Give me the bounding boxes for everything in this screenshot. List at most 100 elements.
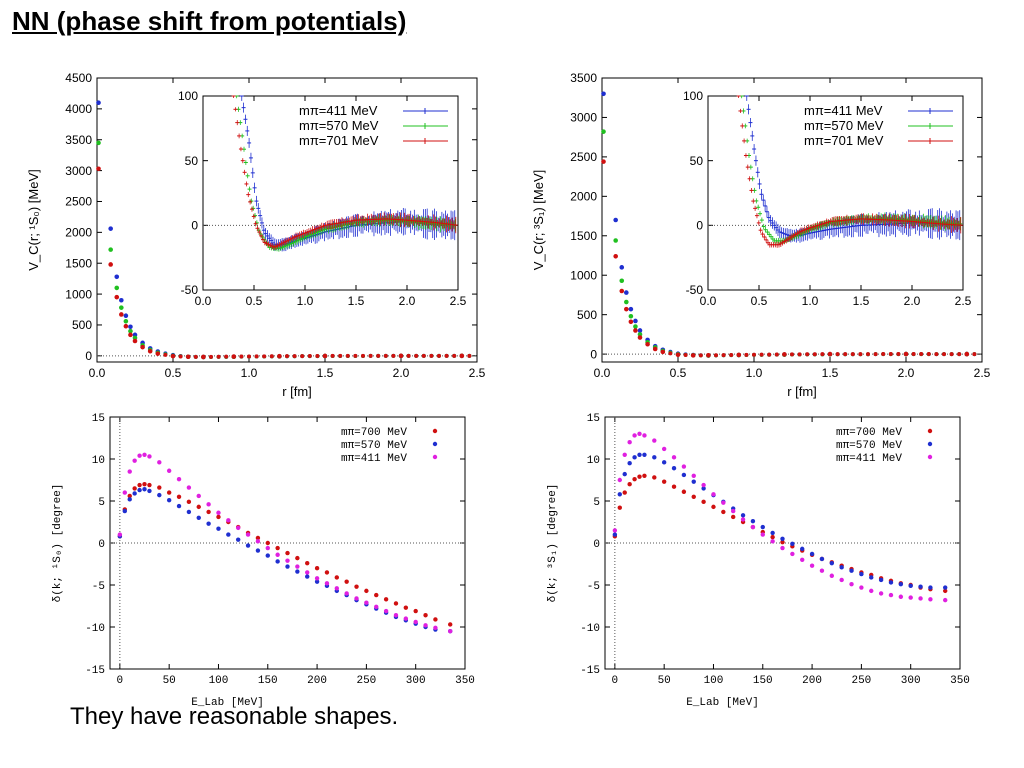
- data-point: [774, 352, 779, 357]
- data-point: [888, 352, 893, 357]
- data-point: [354, 596, 359, 601]
- main-y-tick-label: 500: [72, 318, 92, 332]
- data-point: [399, 353, 403, 358]
- legend-label: mπ=411 MeV: [341, 453, 407, 465]
- data-point: [155, 351, 161, 356]
- data-point: [295, 569, 300, 574]
- data-point: [780, 545, 785, 551]
- data-point: [908, 595, 913, 600]
- data-point: [178, 354, 183, 359]
- data-point: [467, 353, 472, 358]
- data-point: [176, 503, 182, 509]
- phase-x-tick-label: 150: [753, 675, 773, 687]
- data-point: [698, 353, 703, 358]
- legend-label: mπ=701 MeV: [804, 133, 884, 148]
- data-point: [423, 613, 428, 618]
- data-point: [711, 492, 716, 497]
- data-point: [196, 515, 201, 520]
- data-point: [780, 536, 785, 541]
- data-point: [671, 484, 677, 489]
- data-point: [314, 579, 320, 584]
- inset-x-tick-label: 2.0: [904, 294, 921, 308]
- main-frame: [96, 77, 478, 363]
- data-point: [157, 485, 162, 490]
- data-point: [919, 352, 924, 357]
- data-point: [275, 545, 280, 551]
- data-point: [137, 453, 142, 458]
- data-point: [918, 596, 923, 601]
- data-point: [642, 433, 647, 438]
- slide-title: NN (phase shift from potentials): [12, 6, 407, 36]
- data-point: [127, 493, 132, 499]
- data-point: [123, 313, 129, 318]
- data-point: [661, 460, 667, 465]
- phase-y-tick-label: -10: [580, 623, 600, 635]
- data-point: [163, 352, 168, 357]
- data-point: [108, 226, 113, 231]
- data-point: [622, 490, 627, 495]
- inset-y-tick-label: -50: [181, 283, 199, 297]
- data-point: [119, 312, 124, 317]
- data-point: [800, 557, 805, 562]
- inset-frame: [707, 95, 964, 291]
- main-y-tick-label: 3500: [65, 133, 92, 147]
- data-point: [277, 354, 282, 359]
- data-point: [828, 352, 832, 357]
- data-point: [627, 482, 632, 487]
- inset-x-tick-label: 1.5: [853, 294, 870, 308]
- data-point: [393, 613, 399, 618]
- data-point: [196, 504, 201, 510]
- data-point: [186, 499, 192, 505]
- data-point: [617, 505, 622, 510]
- data-point: [652, 455, 657, 460]
- data-point: [637, 474, 642, 479]
- data-point: [285, 354, 289, 359]
- legend-swatch: [432, 441, 438, 447]
- data-point: [96, 100, 101, 105]
- data-point: [681, 489, 687, 494]
- data-point: [142, 482, 147, 487]
- data-point: [383, 608, 389, 614]
- inset-x-tick-label: 2.5: [955, 294, 972, 308]
- data-point: [96, 166, 101, 172]
- data-point: [305, 560, 310, 566]
- data-point: [612, 528, 618, 533]
- data-point: [368, 353, 373, 358]
- inset-x-tick-label: 2.5: [450, 294, 467, 308]
- data-point: [721, 500, 726, 505]
- data-point: [896, 352, 901, 357]
- main-y-tick-label: 2500: [65, 195, 92, 209]
- legend-label: mπ=570 MeV: [341, 440, 407, 452]
- data-point: [147, 348, 153, 354]
- data-point: [119, 305, 124, 310]
- data-point: [305, 570, 310, 575]
- inset-y-tick-label: 50: [185, 154, 199, 168]
- data-point: [760, 524, 765, 530]
- data-point: [235, 525, 241, 531]
- data-point: [374, 592, 379, 598]
- data-point: [295, 564, 300, 569]
- phase-y-tick-label: 10: [587, 455, 600, 467]
- data-point: [770, 539, 775, 544]
- data-point: [122, 490, 127, 495]
- data-point: [406, 353, 411, 358]
- data-point: [137, 487, 142, 493]
- data-point: [140, 344, 145, 350]
- data-point: [403, 605, 409, 610]
- data-point: [147, 482, 152, 488]
- data-point: [157, 460, 162, 465]
- data-point: [706, 353, 711, 358]
- data-point: [314, 576, 320, 581]
- data-point: [964, 352, 969, 357]
- data-point: [127, 469, 132, 474]
- data-point: [433, 625, 438, 631]
- data-point: [869, 588, 874, 594]
- data-point: [730, 508, 736, 514]
- data-point: [324, 570, 330, 575]
- data-point: [661, 446, 667, 452]
- data-point: [619, 278, 625, 284]
- phase-y-tick-label: 5: [593, 497, 600, 509]
- data-point: [601, 129, 606, 134]
- data-point: [206, 502, 211, 507]
- data-point: [691, 353, 696, 358]
